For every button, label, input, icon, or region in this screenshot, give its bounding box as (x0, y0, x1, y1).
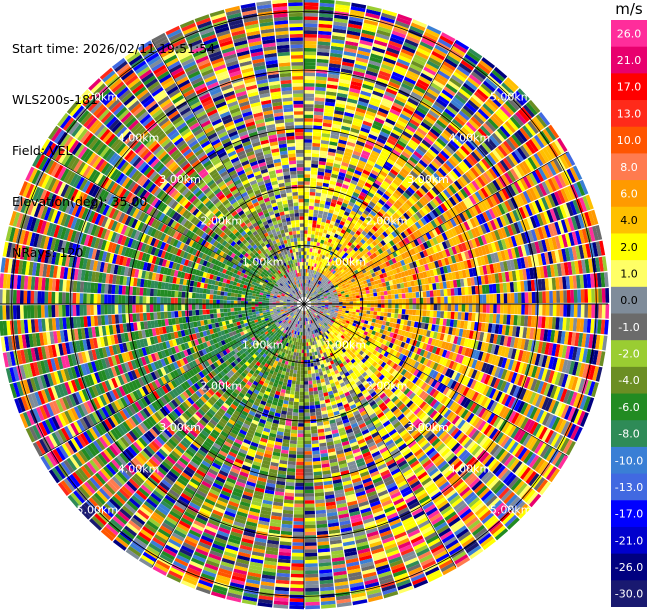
range-ring-label: 2.00km (201, 380, 243, 393)
colorbar-segment (611, 153, 647, 181)
colorbar-segment (611, 73, 647, 101)
info-panel: Start time: 2026/02/11 19:51:54 WLS200s-… (12, 6, 215, 278)
colorbar-segment (611, 286, 647, 314)
colorbar-tick-label: -17.0 (615, 508, 643, 521)
range-ring-label: 2.00km (366, 380, 408, 393)
range-ring-label: 3.00km (407, 421, 449, 434)
colorbar-tick-label: 4.0 (620, 214, 638, 227)
colorbar-segment (611, 260, 647, 288)
colorbar-unit: m/s (615, 0, 643, 18)
range-ring-label: 3.00km (159, 173, 201, 186)
colorbar-segment (611, 313, 647, 341)
colorbar-segment (611, 100, 647, 128)
range-ring-label: 5.00km (490, 504, 532, 517)
ppi-gates (0, 0, 610, 610)
field-label: Field: VEL (12, 143, 73, 158)
range-ring-label: 1.00km (242, 338, 284, 351)
colorbar-tick-label: -13.0 (615, 481, 643, 494)
range-ring-label: 5.00km (490, 90, 532, 103)
colorbar-tick-label: -26.0 (615, 561, 643, 574)
elevation-label: Elevation(deg): 35.00 (12, 194, 148, 209)
ppi-azimuth-line (40, 151, 568, 457)
colorbar-tick-label: 1.0 (620, 267, 638, 280)
range-ring (245, 245, 363, 363)
colorbar-segment (611, 420, 647, 448)
colorbar-segment (611, 126, 647, 154)
range-ring-label: 2.00km (366, 214, 408, 227)
colorbar-tick-label: 17.0 (617, 81, 642, 94)
ppi-axes: 1.00km 1.00km 1.00km 1.00km 2.00km 2.00km 2.00… (0, 0, 608, 608)
start-time-label: Start time: 2026/02/11 19:51:54 (12, 41, 216, 56)
ppi-plot: 1.00km 1.00km 1.00km 1.00km 2.00km 2.00km 2.00… (0, 0, 610, 610)
range-ring-label: 3.00km (159, 421, 201, 434)
colorbar-segment (611, 553, 647, 581)
colorbar-segment (611, 500, 647, 528)
range-ring-label: 1.00km (325, 338, 367, 351)
range-ring-label: 5.00km (77, 504, 119, 517)
range-ring-label: 4.00km (118, 462, 160, 475)
colorbar-tick-label: -6.0 (618, 401, 639, 414)
range-ring-label: 5.00km (77, 90, 119, 103)
colorbar-tick-label: 26.0 (617, 27, 642, 40)
colorbar-tick-label: 6.0 (620, 187, 638, 200)
colorbar: 26.0 21.0 17.0 13.0 10.0 8.0 6.0 4.0 2.0 1.0 0.0 -1… (611, 20, 647, 607)
range-ring-label: 1.00km (242, 256, 284, 269)
colorbar-tick-label: 8.0 (620, 161, 638, 174)
colorbar-segment (611, 206, 647, 234)
range-ring-label: 3.00km (407, 173, 449, 186)
colorbar-segment (611, 526, 647, 555)
range-ring-label: 4.00km (118, 132, 160, 145)
range-ring-label: 1.00km (325, 256, 367, 269)
colorbar-segment (611, 393, 647, 421)
range-ring (11, 11, 597, 597)
colorbar-tick-label: 21.0 (617, 54, 642, 67)
colorbar-segment (611, 46, 647, 74)
colorbar-segment (611, 446, 647, 475)
colorbar-tick-label: 10.0 (617, 134, 642, 147)
range-ring (186, 186, 422, 422)
range-ring-label: 4.00km (449, 132, 491, 145)
colorbar-tick-label: -1.0 (618, 321, 639, 334)
range-ring-label: 2.00km (201, 214, 243, 227)
colorbar-tick-label: -8.0 (618, 428, 639, 441)
colorbar-tick-label: -30.0 (615, 588, 643, 601)
colorbar-tick-label: -4.0 (618, 374, 639, 387)
range-ring (69, 69, 539, 539)
colorbar-tick-label: -2.0 (618, 348, 639, 361)
colorbar-tick-label: -21.0 (615, 534, 643, 547)
nrays-label: NRays: 120 (12, 245, 84, 260)
colorbar-segment (611, 20, 647, 48)
colorbar-segment (611, 180, 647, 208)
range-ring-label: 4.00km (449, 462, 491, 475)
colorbar-segment (611, 340, 647, 368)
colorbar-segment (611, 580, 647, 607)
range-ring (128, 128, 480, 480)
colorbar-tick-label: 0.0 (620, 294, 638, 307)
colorbar-tick-label: -10.0 (615, 454, 643, 467)
colorbar-tick-label: 13.0 (617, 107, 642, 120)
instrument-label: WLS200s-181 (12, 92, 98, 107)
colorbar-tick-label: 2.0 (620, 241, 638, 254)
colorbar-segment (611, 366, 647, 395)
colorbar-segment (611, 473, 647, 501)
colorbar-segment (611, 233, 647, 261)
